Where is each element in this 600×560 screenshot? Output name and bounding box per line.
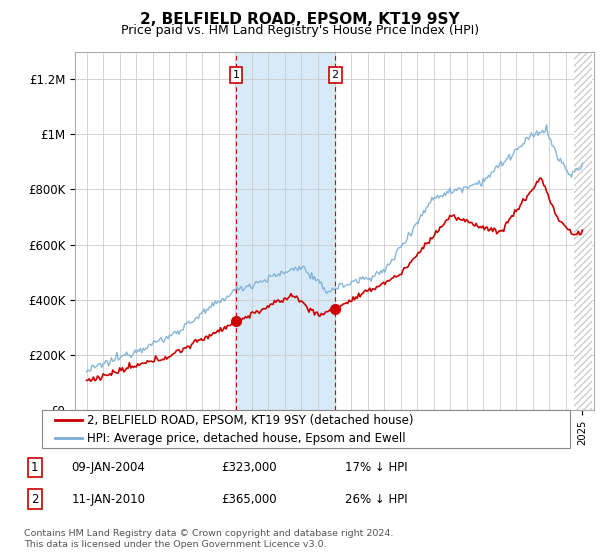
Text: 09-JAN-2004: 09-JAN-2004	[71, 461, 145, 474]
Bar	[574, 52, 592, 410]
Text: 2, BELFIELD ROAD, EPSOM, KT19 9SY (detached house): 2, BELFIELD ROAD, EPSOM, KT19 9SY (detac…	[87, 414, 413, 427]
Text: Contains HM Land Registry data © Crown copyright and database right 2024.
This d: Contains HM Land Registry data © Crown c…	[24, 529, 394, 549]
Text: 1: 1	[232, 70, 239, 80]
Text: Price paid vs. HM Land Registry's House Price Index (HPI): Price paid vs. HM Land Registry's House …	[121, 24, 479, 37]
Text: 2: 2	[332, 70, 339, 80]
Text: £323,000: £323,000	[221, 461, 277, 474]
Text: 26% ↓ HPI: 26% ↓ HPI	[345, 493, 408, 506]
Text: 11-JAN-2010: 11-JAN-2010	[71, 493, 146, 506]
Text: £365,000: £365,000	[221, 493, 277, 506]
Text: 2, BELFIELD ROAD, EPSOM, KT19 9SY: 2, BELFIELD ROAD, EPSOM, KT19 9SY	[140, 12, 460, 27]
Bar	[236, 52, 335, 410]
Text: 17% ↓ HPI: 17% ↓ HPI	[345, 461, 408, 474]
Text: HPI: Average price, detached house, Epsom and Ewell: HPI: Average price, detached house, Epso…	[87, 432, 406, 445]
Text: 1: 1	[31, 461, 38, 474]
Text: 2: 2	[31, 493, 38, 506]
